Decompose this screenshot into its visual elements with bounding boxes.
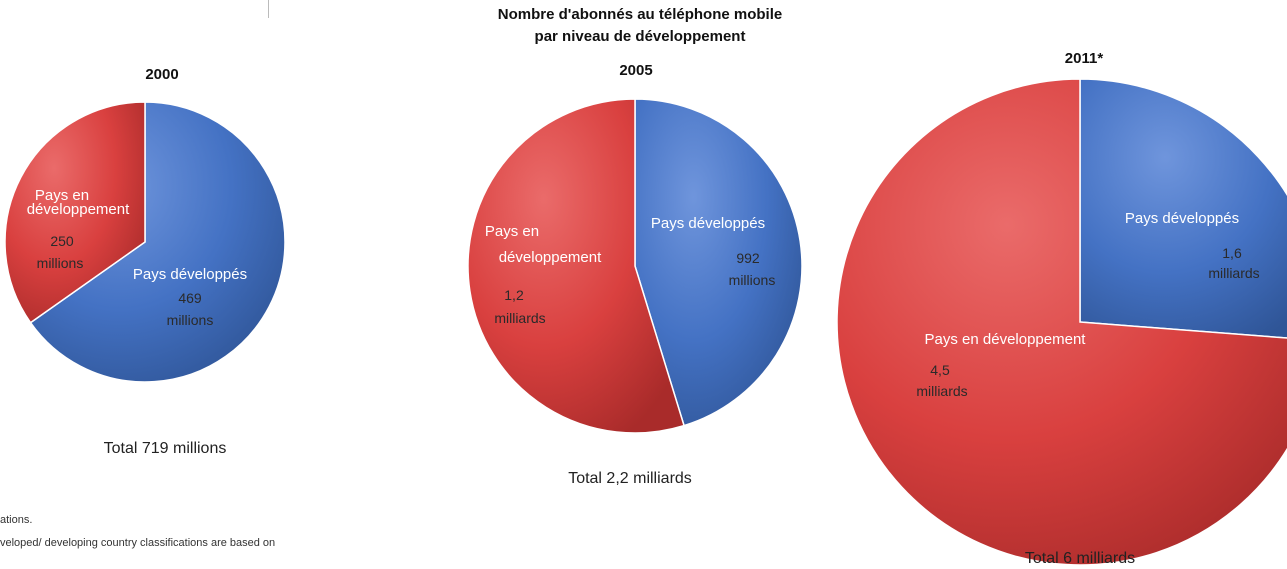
slice-value-developed-2000: 469 xyxy=(178,290,202,306)
total-label-2000: Total 719 millions xyxy=(103,440,227,457)
slice-value-developed-2005: 992 xyxy=(736,250,760,266)
top-divider xyxy=(268,0,269,18)
slice-developing-2005 xyxy=(467,98,685,434)
slice-unit-developing-2000: millions xyxy=(37,255,84,271)
slice-unit-developing-2005: milliards xyxy=(494,310,545,326)
slice-name-developing-2005-line-1: Pays en xyxy=(485,223,539,240)
slice-name-developing-2000-line-1: Pays en xyxy=(35,187,89,204)
title-line-2: par niveau de développement xyxy=(534,28,746,45)
slice-developing-2000 xyxy=(4,101,146,324)
year-label-2000: 2000 xyxy=(145,66,179,83)
slice-value-developing-2011: 4,5 xyxy=(930,362,950,378)
slice-value-developed-2011: 1,6 xyxy=(1222,245,1242,261)
slice-name-developed-2000: Pays développés xyxy=(133,266,247,283)
slice-unit-developed-2000: millions xyxy=(167,312,214,328)
slice-value-developing-2005: 1,2 xyxy=(504,287,524,303)
slice-developed-2011 xyxy=(1079,78,1287,339)
chart-title: Nombre d'abonnés au téléphone mobile par… xyxy=(430,4,850,48)
total-label-2011: Total 6 milliards xyxy=(1024,550,1136,567)
footnote-line-2: veloped/ developing country classificati… xyxy=(0,537,276,549)
slice-name-developing-2005-line-2: développement xyxy=(499,249,602,266)
title-line-1: Nombre d'abonnés au téléphone mobile xyxy=(497,6,783,23)
slice-developing-2011 xyxy=(836,78,1287,566)
slice-name-developing-2011: Pays en développement xyxy=(925,331,1087,348)
slice-unit-developed-2005: millions xyxy=(729,272,776,288)
year-label-2005: 2005 xyxy=(619,62,653,79)
slice-unit-developing-2011: milliards xyxy=(916,383,967,399)
footnote-line-1: ations. xyxy=(0,514,33,526)
total-label-2005: Total 2,2 milliards xyxy=(568,470,692,487)
year-label-2011: 2011* xyxy=(1064,50,1104,67)
slice-unit-developed-2011: milliards xyxy=(1208,265,1259,281)
slice-name-developing-2000-line-2: développement xyxy=(27,201,130,218)
slice-name-developed-2005: Pays développés xyxy=(651,215,765,232)
slice-name-developed-2011: Pays développés xyxy=(1125,210,1239,227)
slice-developed-2005 xyxy=(634,98,803,427)
slice-value-developing-2000: 250 xyxy=(50,233,74,249)
slice-developed-2000 xyxy=(29,101,286,383)
